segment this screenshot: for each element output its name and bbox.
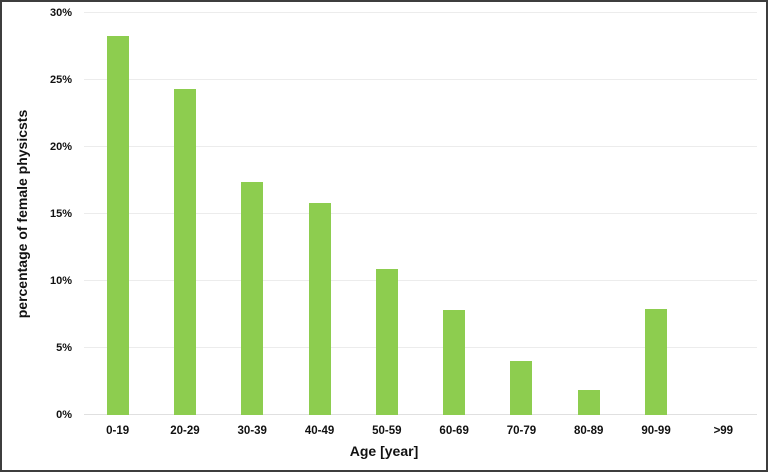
x-tick-label-40-49: 40-49 xyxy=(304,425,335,437)
y-tick-label-5: 5% xyxy=(56,342,72,355)
gridline-30 xyxy=(84,12,757,13)
x-tick-label-80-89: 80-89 xyxy=(574,425,604,437)
y-tick-label-25: 25% xyxy=(49,74,72,86)
bar-40-49 xyxy=(308,203,331,415)
bar-20-29 xyxy=(173,89,196,415)
x-tick-label-60-69: 60-69 xyxy=(439,425,469,437)
x-tick-label-0-19: 0-19 xyxy=(106,425,130,437)
x-tick-label->99: >99 xyxy=(713,425,734,437)
x-tick-label-30-39: 30-39 xyxy=(237,425,267,437)
gridline-0 xyxy=(84,414,757,415)
bar-60-69 xyxy=(443,310,466,415)
gridline-10 xyxy=(84,280,757,282)
x-axis-tick-labels: 0-19 20-29 30-39 40-49 50-59 60-69 70-79 80-89 9… xyxy=(84,423,757,439)
x-tick-label-50-59: 50-59 xyxy=(372,425,402,437)
y-tick-label-30: 30% xyxy=(49,7,72,19)
y-tick-label-15: 15% xyxy=(49,208,72,220)
y-axis-tick-labels: 0% 5% 10% 15% 20% 25% 30% xyxy=(2,7,72,421)
x-tick-label-90-99: 90-99 xyxy=(641,425,671,437)
x-tick-label-20-29: 20-29 xyxy=(170,425,200,437)
x-axis-title: Age [year] xyxy=(349,443,419,459)
y-tick-label-0: 0% xyxy=(56,409,72,421)
bar-90-99 xyxy=(645,309,668,415)
plot-area xyxy=(84,12,757,415)
gridline-25 xyxy=(84,79,757,80)
x-tick-label-70-79: 70-79 xyxy=(506,425,537,437)
gridline-20 xyxy=(84,146,757,148)
gridline-5 xyxy=(84,347,757,349)
bar-80-89 xyxy=(577,389,600,415)
gridline-15 xyxy=(84,213,757,214)
y-tick-label-20: 20% xyxy=(49,141,72,154)
y-tick-label-10: 10% xyxy=(49,275,72,288)
bar-30-39 xyxy=(241,181,264,415)
bar-0-19 xyxy=(106,35,129,415)
bar-70-79 xyxy=(510,361,533,415)
bar-50-59 xyxy=(375,268,398,415)
